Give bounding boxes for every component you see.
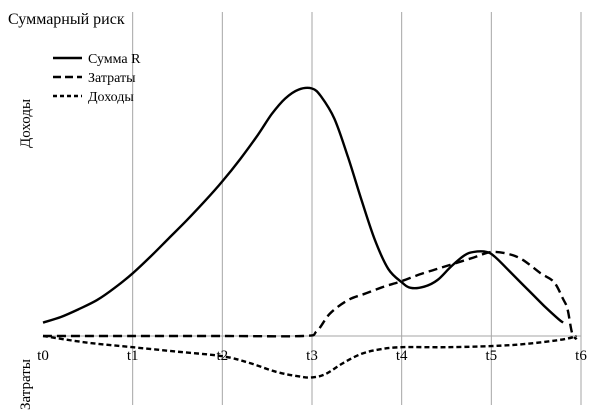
y-axis-label-top: Доходы (18, 99, 34, 148)
legend: Сумма R Затраты Доходы (53, 52, 141, 105)
x-tick-label-t0: t0 (37, 348, 49, 364)
series-line-3 (42, 334, 577, 379)
legend-label-2: Затраты (88, 71, 136, 86)
y-axis-label-bottom: Затраты (18, 359, 34, 410)
series-line-1 (42, 86, 564, 324)
x-tick-label-t5: t5 (485, 348, 497, 364)
series-lines (42, 86, 578, 379)
series-line-2 (43, 250, 578, 341)
x-tick-labels: t0 t1 t2 t3 t4 t5 t6 (37, 348, 587, 364)
x-tick-label-t2: t2 (216, 348, 228, 364)
grid-lines (132, 12, 582, 405)
x-tick-label-t4: t4 (396, 348, 408, 364)
legend-label-1: Сумма R (88, 52, 141, 67)
x-tick-label-t3: t3 (306, 348, 318, 364)
chart-title: Суммарный риск (8, 11, 125, 28)
x-tick-label-t1: t1 (127, 348, 139, 364)
legend-label-3: Доходы (88, 90, 134, 105)
x-tick-label-t6: t6 (575, 348, 587, 364)
